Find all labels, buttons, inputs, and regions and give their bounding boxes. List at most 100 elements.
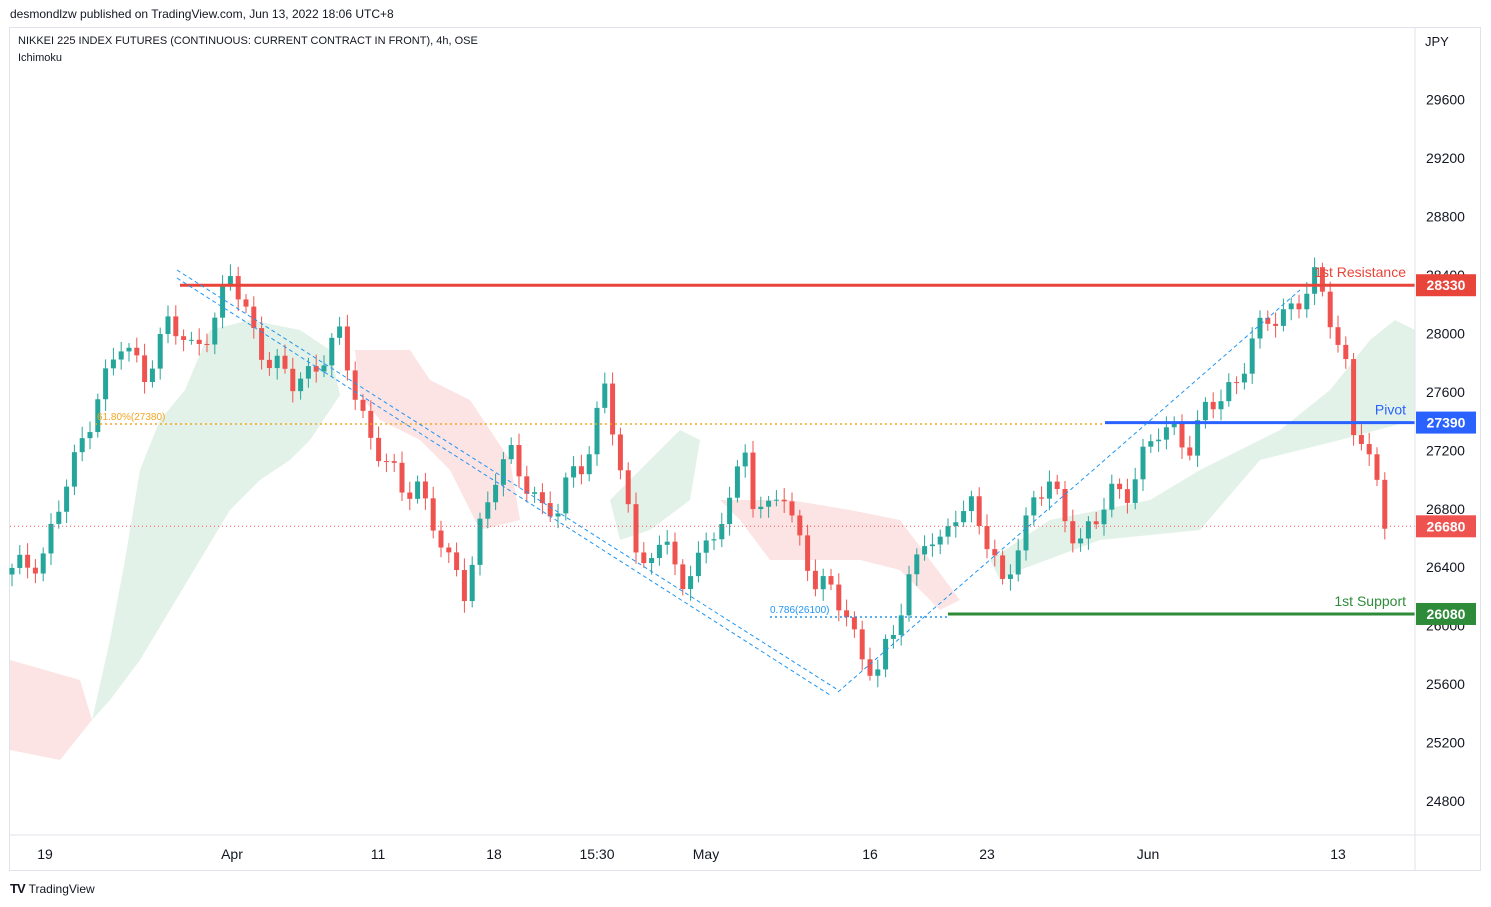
indicator-name[interactable]: Ichimoku: [18, 52, 63, 64]
level-name-label: 1st Support: [1334, 593, 1406, 609]
candle-body: [227, 276, 233, 285]
cloud-green: [92, 320, 340, 720]
candle-body: [571, 466, 577, 478]
candle-body: [961, 511, 967, 523]
candle-body: [672, 541, 678, 565]
time-tick-label: 18: [486, 846, 502, 862]
candle-body: [906, 574, 912, 616]
trend-line: [176, 269, 839, 691]
level-price-tag-bg: [1416, 274, 1476, 297]
candle-body: [742, 452, 748, 467]
candle-body: [485, 502, 491, 519]
candle-body: [188, 339, 194, 341]
candle-body: [56, 511, 62, 524]
level-price-tag-bg: [1416, 411, 1476, 434]
candle-body: [149, 368, 155, 382]
candle-body: [1257, 317, 1263, 339]
candle-body: [1374, 454, 1380, 480]
fib-label: 0.786(26100): [770, 605, 830, 616]
time-tick-label: May: [693, 846, 719, 862]
candle-body: [103, 368, 109, 400]
candle-body: [391, 461, 397, 463]
candle-body: [415, 481, 421, 499]
price-tick-label: 28000: [1426, 325, 1465, 341]
candle-body: [1358, 435, 1364, 445]
candle-body: [1366, 444, 1372, 455]
candle-body: [266, 359, 272, 369]
candle-body: [1312, 267, 1318, 294]
candle-body: [352, 370, 358, 400]
candle-body: [1078, 538, 1084, 544]
candle-body: [95, 399, 101, 433]
candle-body: [1132, 479, 1138, 503]
cloud-red: [10, 660, 92, 760]
candle-body: [251, 306, 257, 329]
candle-body: [524, 476, 530, 494]
candle-body: [1054, 481, 1060, 489]
candle-body: [711, 539, 717, 541]
candle-body: [820, 576, 826, 590]
time-tick-label: Apr: [221, 846, 243, 862]
candle-body: [922, 546, 928, 555]
candle-body: [656, 544, 662, 558]
candle-body: [563, 477, 569, 514]
time-tick-label: 16: [862, 846, 878, 862]
candle-body: [500, 459, 506, 485]
candle-body: [610, 383, 616, 435]
candle-body: [64, 486, 70, 512]
candle-body: [688, 576, 694, 590]
candle-body: [1070, 521, 1076, 544]
level-price-tag-bg: [1416, 602, 1476, 625]
candle-body: [329, 337, 335, 366]
price-tick-label: 26400: [1426, 559, 1465, 575]
cloud-red: [720, 500, 960, 610]
candle-body: [360, 399, 366, 411]
candle-body: [1187, 447, 1193, 456]
candle-body: [1000, 555, 1006, 579]
candle-body: [758, 506, 764, 510]
candle-body: [914, 554, 920, 575]
trend-line: [176, 277, 831, 696]
candle-body: [929, 544, 935, 547]
candle-body: [734, 466, 740, 498]
candle-body: [1109, 483, 1115, 510]
candle-body: [664, 541, 670, 545]
candle-body: [555, 513, 561, 517]
candle-body: [586, 454, 592, 475]
candle-body: [937, 536, 943, 545]
candle-body: [1327, 291, 1333, 328]
candle-body: [126, 347, 132, 352]
candle-body: [1288, 303, 1294, 310]
candle-body: [812, 570, 818, 590]
candle-body: [1039, 497, 1045, 499]
candle-body: [773, 499, 779, 501]
candle-body: [1296, 303, 1302, 310]
candle-body: [1382, 479, 1388, 529]
tradingview-brand[interactable]: TV TradingView: [10, 881, 95, 896]
candle-body: [1093, 521, 1099, 525]
candle-body: [805, 535, 811, 571]
candle-body: [1304, 293, 1310, 310]
candle-body: [1218, 401, 1224, 410]
candle-body: [9, 567, 15, 575]
candle-body: [1085, 521, 1091, 539]
candle-body: [142, 355, 148, 382]
price-tick-label: 24800: [1426, 793, 1465, 809]
candle-body: [71, 452, 77, 487]
candle-body: [17, 554, 23, 568]
candles: [9, 257, 1388, 688]
currency-label: JPY: [1425, 34, 1449, 49]
candle-body: [25, 554, 31, 568]
candle-body: [165, 316, 171, 335]
candle-body: [32, 567, 38, 574]
candle-body: [1163, 427, 1169, 440]
candle-body: [196, 339, 202, 344]
candle-body: [641, 552, 647, 564]
candle-body: [875, 669, 881, 676]
candle-body: [79, 438, 85, 453]
price-tick-label: 28800: [1426, 209, 1465, 225]
price-tick-label: 26800: [1426, 501, 1465, 517]
candle-body: [516, 445, 522, 477]
candle-body: [649, 557, 655, 564]
